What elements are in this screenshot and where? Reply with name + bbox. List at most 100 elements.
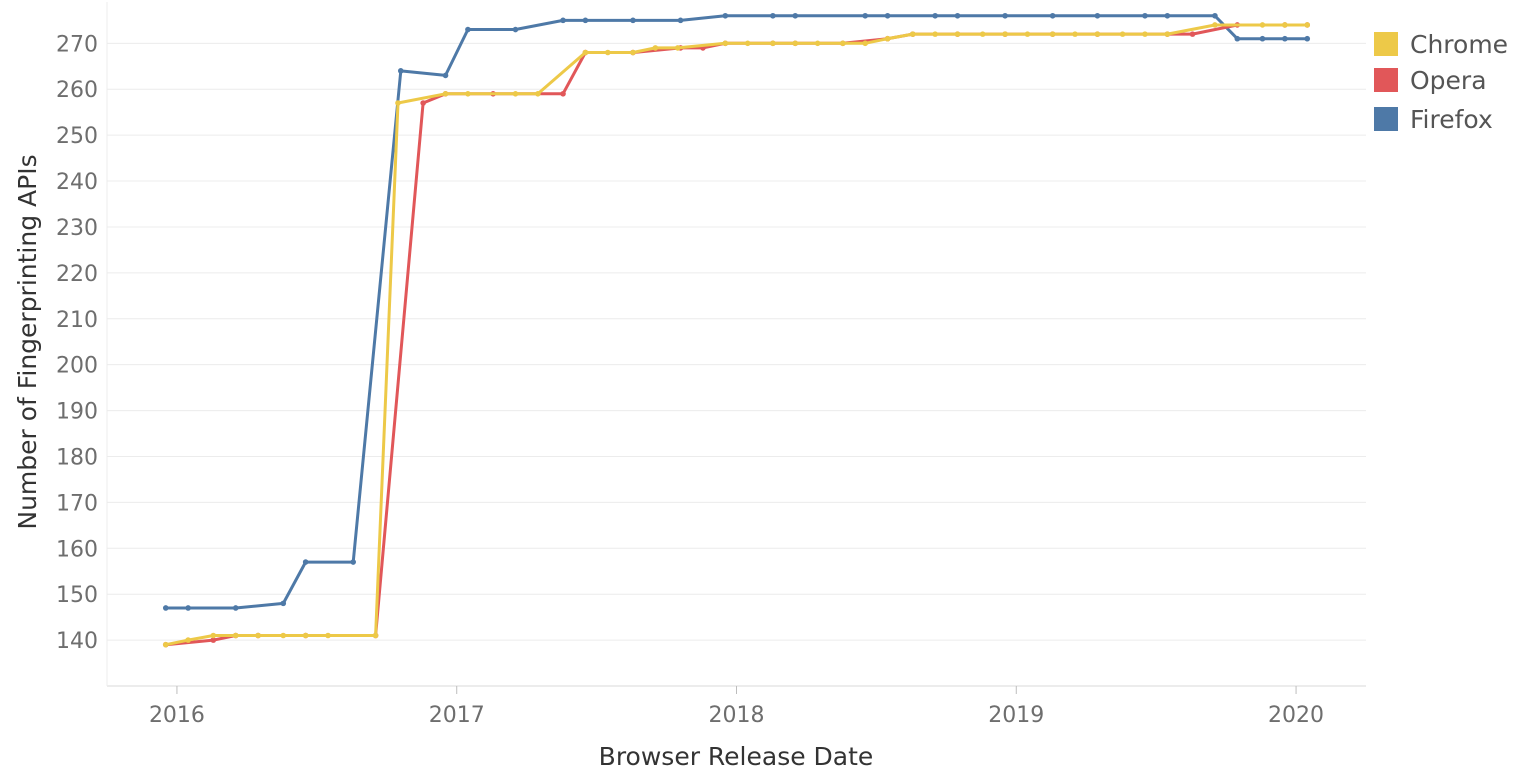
firefox-point (1212, 12, 1218, 19)
chrome-point (1259, 22, 1266, 28)
chrome-point (255, 632, 261, 639)
y-tick-label: 190 (56, 400, 98, 425)
legend-swatch (1374, 107, 1398, 131)
firefox-point (582, 17, 589, 24)
chrome-point (979, 31, 986, 37)
y-tick-label: 140 (56, 629, 98, 654)
firefox-point (1142, 12, 1148, 19)
opera-line (164, 23, 1309, 647)
grid-layer (107, 42, 1366, 641)
legend-item-firefox: Firefox (1374, 105, 1493, 134)
chrome-point (814, 40, 821, 47)
chrome-point (395, 100, 401, 106)
firefox-point (560, 17, 566, 24)
y-tick-label: 220 (56, 262, 98, 287)
legend-swatch (1374, 68, 1398, 92)
chrome-point (932, 31, 938, 37)
series-firefox (162, 12, 1311, 611)
firefox-point (1164, 12, 1171, 19)
chrome-point (512, 91, 519, 97)
legend: Chrome Opera Firefox (1374, 30, 1508, 134)
chrome-point (954, 31, 961, 37)
chrome-point (605, 49, 611, 56)
chrome-point (582, 49, 589, 56)
series-opera (162, 22, 1311, 648)
firefox-point (770, 12, 776, 19)
chrome-point (909, 31, 916, 37)
chrome-point (185, 637, 191, 643)
legend-swatch (1374, 32, 1398, 56)
y-tick-label: 210 (56, 308, 98, 333)
chrome-point (325, 632, 331, 639)
y-tick-label: 270 (56, 32, 98, 57)
x-tick-label: 2019 (988, 703, 1044, 728)
firefox-point (1049, 12, 1056, 19)
y-axis-title: Number of Fingerprinting APIs (13, 154, 42, 529)
chrome-point (1119, 31, 1126, 37)
chrome-point (1094, 31, 1101, 37)
y-tick-label: 180 (56, 445, 98, 470)
chrome-point (862, 40, 868, 47)
chrome-point (792, 40, 799, 47)
firefox-point (1094, 12, 1101, 19)
firefox-point (630, 17, 636, 24)
firefox-point (232, 605, 239, 611)
chrome-line (164, 23, 1309, 647)
chrome-point (1164, 31, 1171, 37)
chrome-point (442, 91, 449, 97)
series-layer (162, 12, 1311, 648)
x-tick-label: 2017 (429, 703, 485, 728)
firefox-point (350, 559, 357, 565)
opera-point (210, 637, 217, 643)
legend-item-chrome: Chrome (1374, 30, 1508, 59)
chrome-point (280, 632, 287, 639)
chrome-point (840, 40, 846, 47)
x-tick-label: 2018 (709, 703, 765, 728)
firefox-point (280, 600, 287, 607)
chrome-point (1072, 31, 1078, 37)
axis-layer: 140 150 160 170 180 190 200 210 220 230 240 250 260 2… (56, 2, 1366, 728)
firefox-line (164, 14, 1309, 610)
firefox-point (1304, 35, 1311, 42)
chrome-point (1002, 31, 1008, 37)
firefox-point (1282, 35, 1288, 42)
series-chrome (162, 22, 1311, 648)
chrome-point (210, 632, 217, 639)
legend-label: Firefox (1410, 105, 1493, 134)
firefox-point (1234, 35, 1241, 42)
chrome-point (722, 40, 729, 47)
chrome-point (232, 632, 239, 639)
x-axis-title: Browser Release Date (599, 742, 874, 771)
firefox-point (302, 559, 309, 565)
firefox-point (1002, 12, 1008, 19)
legend-label: Chrome (1410, 30, 1508, 59)
firefox-point (397, 68, 404, 74)
x-tick-label: 2020 (1268, 703, 1324, 728)
chrome-point (674, 45, 681, 51)
firefox-point (862, 12, 868, 19)
chrome-point (465, 91, 471, 97)
firefox-point (465, 26, 471, 33)
opera-point (1189, 31, 1196, 37)
firefox-point (792, 12, 799, 19)
chrome-point (652, 45, 659, 51)
firefox-point (1259, 35, 1266, 42)
firefox-point (442, 72, 449, 79)
chrome-point (1282, 22, 1288, 28)
chrome-point (744, 40, 751, 47)
y-tick-label: 150 (56, 583, 98, 608)
y-tick-label: 250 (56, 124, 98, 149)
chrome-point (1212, 22, 1218, 28)
y-tick-label: 260 (56, 78, 98, 103)
firefox-point (185, 605, 191, 611)
chrome-point (884, 35, 891, 42)
firefox-point (162, 605, 169, 611)
opera-point (560, 91, 566, 97)
firefox-point (722, 12, 729, 19)
opera-point (420, 100, 426, 106)
firefox-point (884, 12, 891, 19)
firefox-point (512, 26, 519, 33)
chrome-point (1304, 22, 1311, 28)
